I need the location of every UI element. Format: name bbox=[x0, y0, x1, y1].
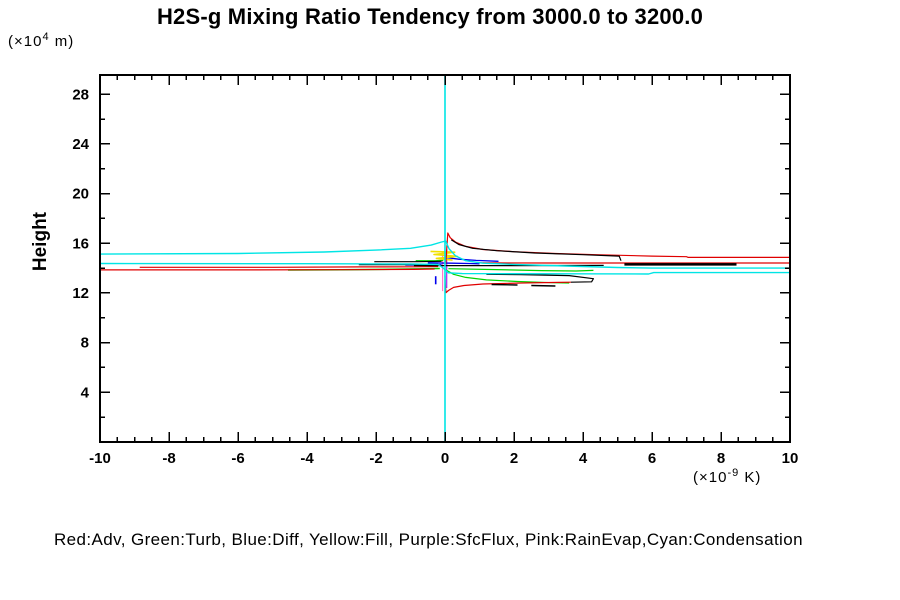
y-unit-prefix: (×10 bbox=[8, 33, 43, 50]
color-legend: Red:Adv, Green:Turb, Blue:Diff, Yellow:F… bbox=[54, 530, 803, 549]
series-lines bbox=[99, 75, 790, 442]
x-tick-label: -2 bbox=[369, 450, 382, 467]
x-unit-suffix: K) bbox=[739, 469, 762, 486]
series-black-dash-bottom-1 bbox=[491, 283, 518, 286]
y-tick-label: 8 bbox=[81, 335, 89, 352]
x-tick-labels: -10 -8 -6 -4 -2 0 2 4 6 8 10 bbox=[89, 450, 798, 467]
x-tick-label: 6 bbox=[648, 450, 656, 467]
y-unit-exponent: 4 bbox=[42, 31, 50, 43]
series-adv-red-left-a bbox=[139, 265, 439, 268]
y-tick-label: 16 bbox=[72, 235, 89, 252]
series-condensation-cyan-lower bbox=[99, 262, 790, 275]
chart-title: H2S-g Mixing Ratio Tendency from 3000.0 … bbox=[156, 4, 704, 29]
y-ticks bbox=[100, 93, 790, 418]
y-tick-label: 24 bbox=[72, 136, 89, 153]
y-tick-labels: 4 8 12 16 20 24 28 bbox=[72, 86, 89, 401]
series-adv-red-top-spike bbox=[445, 232, 790, 264]
x-unit-prefix: (×10 bbox=[693, 469, 728, 486]
x-tick-label: 0 bbox=[441, 450, 449, 467]
y-tick-label: 20 bbox=[72, 186, 89, 203]
y-tick-label: 12 bbox=[72, 285, 89, 302]
series-turb-green-right-flat bbox=[448, 268, 594, 272]
x-unit-exponent: -9 bbox=[727, 467, 740, 479]
y-axis-unit-label: (×104 m) bbox=[8, 31, 74, 50]
series-diff-blue-right-desc bbox=[446, 256, 499, 262]
series-adv-red-left-b bbox=[100, 268, 435, 271]
x-tick-label: -8 bbox=[162, 450, 175, 467]
series-turb-green-right-desc bbox=[445, 269, 570, 284]
series-black-hook-bottom bbox=[486, 273, 595, 283]
series-condensation-cyan-upper bbox=[99, 240, 790, 269]
x-axis-unit-label: (×10-9 K) bbox=[693, 467, 761, 486]
x-tick-label: 4 bbox=[579, 450, 588, 467]
x-tick-label: 8 bbox=[717, 450, 725, 467]
series-diff-blue-center bbox=[427, 262, 480, 265]
y-tick-label: 4 bbox=[81, 384, 90, 401]
x-tick-label: -4 bbox=[300, 450, 314, 467]
y-unit-suffix: m) bbox=[49, 33, 75, 50]
y-tick-label: 28 bbox=[72, 86, 89, 103]
x-tick-label: 2 bbox=[510, 450, 518, 467]
series-black-dash-bottom-2 bbox=[531, 284, 556, 287]
x-ticks bbox=[99, 75, 791, 442]
x-tick-label: 10 bbox=[782, 450, 799, 467]
x-tick-label: -6 bbox=[231, 450, 244, 467]
x-tick-label: -10 bbox=[89, 450, 111, 467]
series-black-right-desc bbox=[450, 239, 622, 261]
